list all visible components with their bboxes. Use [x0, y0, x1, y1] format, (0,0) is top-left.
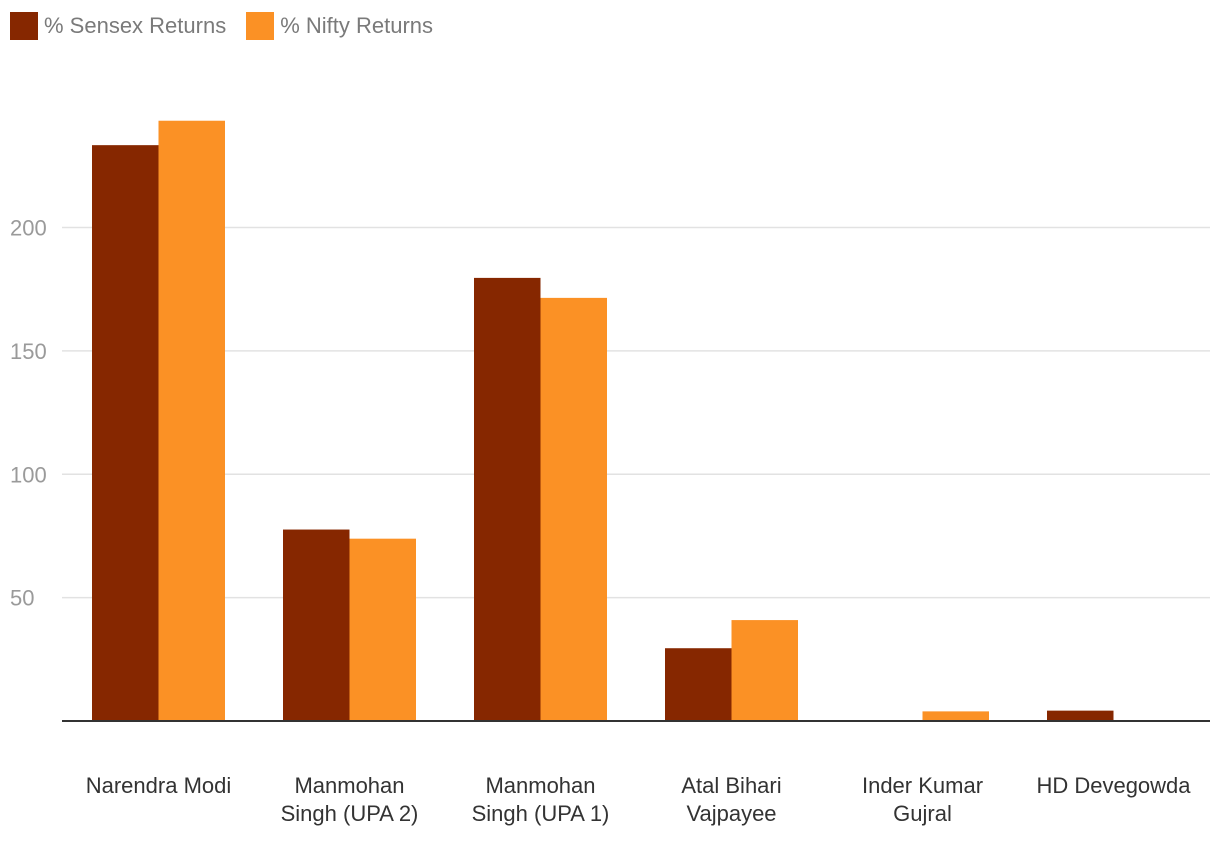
bar-nifty-2: [540, 297, 607, 721]
x-tick-label-3-0: Atal Bihari: [681, 773, 781, 798]
bar-sensex-3: [665, 648, 732, 721]
x-tick-label-5-0: HD Devegowda: [1036, 773, 1191, 798]
y-tick-label-200: 200: [10, 216, 47, 241]
bar-nifty-1: [349, 538, 416, 721]
legend-item-nifty[interactable]: % Nifty Returns: [246, 12, 433, 40]
gridlines: [62, 226, 1210, 599]
bar-nifty-0: [158, 120, 225, 722]
bar-sensex-1: [283, 529, 350, 721]
chart-legend: % Sensex Returns % Nifty Returns: [10, 12, 453, 40]
bar-nifty-3: [731, 620, 798, 721]
y-tick-label-50: 50: [10, 586, 34, 611]
x-tick-label-4-1: Gujral: [893, 801, 952, 826]
legend-swatch-nifty: [246, 12, 275, 40]
x-tick-label-3-1: Vajpayee: [686, 801, 776, 826]
x-tick-label-1-1: Singh (UPA 2): [281, 801, 419, 826]
x-tick-label-2-1: Singh (UPA 1): [472, 801, 610, 826]
bar-sensex-0: [92, 145, 159, 721]
y-tick-label-150: 150: [10, 339, 47, 364]
x-tick-label-1-0: Manmohan: [294, 773, 404, 798]
bars: [92, 120, 1114, 722]
x-tick-label-0-0: Narendra Modi: [86, 773, 232, 798]
tick-labels: 50 100 150 200 Narendra Modi Manmohan Singh (U…: [10, 216, 1191, 826]
bar-sensex-5: [1047, 710, 1114, 721]
y-tick-label-100: 100: [10, 462, 47, 487]
x-tick-label-4-0: Inder Kumar: [862, 773, 983, 798]
bar-sensex-2: [474, 277, 541, 721]
bar-nifty-4: [922, 711, 989, 721]
legend-label-sensex: % Sensex Returns: [44, 13, 227, 38]
x-tick-label-2-0: Manmohan: [485, 773, 595, 798]
legend-label-nifty: % Nifty Returns: [280, 13, 434, 38]
legend-swatch-sensex: [10, 12, 38, 40]
legend-item-sensex[interactable]: % Sensex Returns: [10, 12, 226, 40]
